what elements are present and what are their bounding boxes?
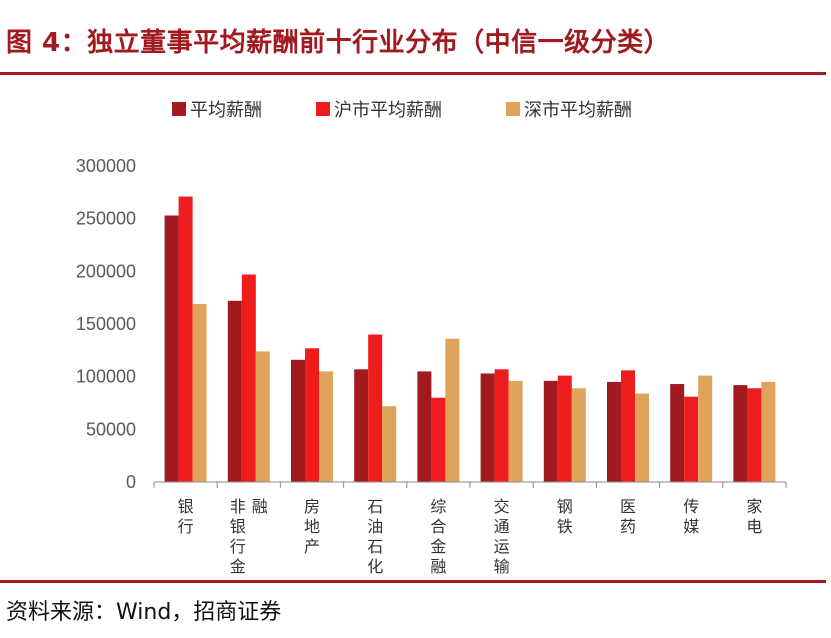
bar [635, 393, 649, 482]
y-tick-label: 0 [126, 472, 136, 492]
figure-title: 图 4：独立董事平均薪酬前十行业分布（中信一级分类） [6, 28, 671, 58]
bar [571, 388, 586, 482]
bar [733, 385, 748, 482]
bar [354, 369, 369, 482]
bar [192, 303, 207, 482]
bar [607, 381, 621, 482]
bar-group [164, 196, 776, 483]
bar [684, 396, 699, 482]
legend-swatch [172, 102, 186, 116]
x-category-label: 交通运输 [494, 497, 510, 576]
title-divider [0, 72, 826, 75]
legend-label: 平均薪酬 [190, 100, 262, 121]
bar [621, 370, 635, 482]
bar [291, 359, 305, 482]
x-category-label: 传媒 [683, 497, 699, 536]
bar [255, 351, 270, 482]
bar [761, 381, 776, 482]
bar [368, 334, 383, 482]
bar [557, 375, 572, 482]
y-tick-label: 250000 [76, 209, 136, 229]
chart-legend: 平均薪酬 沪市平均薪酬 深市平均薪酬 [172, 100, 632, 121]
bar [241, 274, 256, 482]
x-category-label: 房地产 [304, 497, 320, 556]
bar [480, 373, 495, 482]
bar [670, 384, 685, 482]
bar [305, 348, 319, 482]
source-divider [0, 580, 826, 583]
bar [698, 375, 713, 482]
bar [445, 338, 460, 482]
bar [178, 196, 193, 482]
x-category-label: 非银行金融 [230, 497, 268, 576]
x-category-label: 钢铁 [557, 497, 573, 536]
legend-label: 沪市平均薪酬 [334, 100, 442, 121]
y-tick-label: 50000 [86, 419, 136, 439]
x-category-label: 银行 [178, 497, 194, 536]
y-tick-label: 100000 [76, 367, 136, 387]
bar [227, 300, 242, 482]
bar [382, 406, 397, 482]
bar [508, 380, 523, 482]
x-category-label: 综合金融 [430, 497, 446, 576]
x-category-label: 石油石化 [367, 497, 383, 576]
y-axis: 0 50000 100000 150000 200000 250000 300000 [76, 156, 136, 492]
bar [431, 397, 446, 482]
y-tick-label: 300000 [76, 156, 136, 176]
source-note: 资料来源：Wind，招商证券 [6, 600, 282, 625]
bar [747, 388, 762, 482]
bar [319, 371, 333, 482]
y-tick-label: 150000 [76, 314, 136, 334]
legend-label: 深市平均薪酬 [524, 100, 632, 121]
bar-chart: 平均薪酬 沪市平均薪酬 深市平均薪酬 0 50000 100000 150000 20000… [76, 100, 787, 576]
bar [417, 371, 432, 482]
legend-swatch [506, 102, 520, 116]
y-tick-label: 200000 [76, 261, 136, 281]
bar [543, 380, 558, 482]
legend-swatch [316, 102, 330, 116]
bar [494, 369, 509, 482]
bar [164, 215, 179, 483]
x-category-label: 医药 [620, 497, 636, 536]
x-category-label: 家电 [746, 497, 762, 536]
